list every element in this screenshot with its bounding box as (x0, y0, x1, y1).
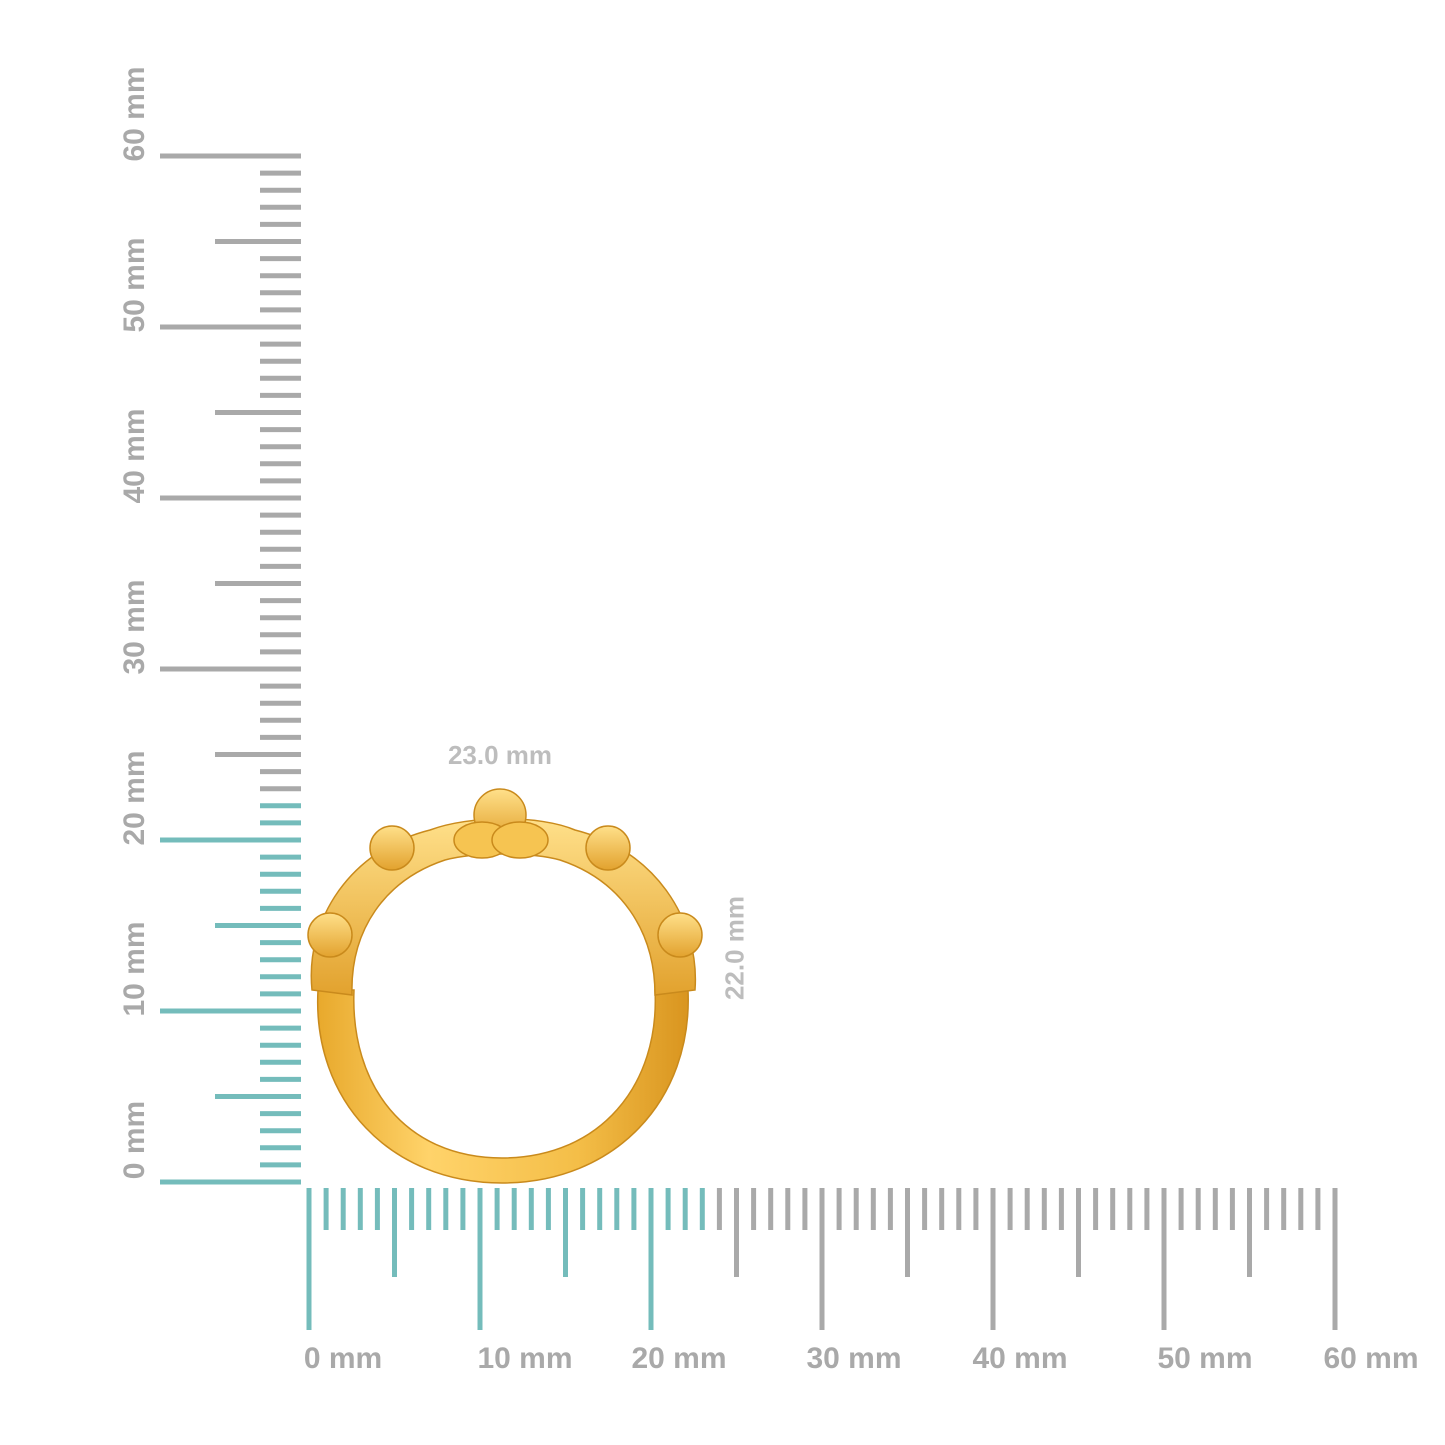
vertical-ruler-label: 30 mm (118, 579, 151, 675)
width-dimension-label: 23.0 mm (447, 740, 553, 770)
horizontal-ruler-label: 0 mm (303, 1342, 383, 1375)
vertical-ruler-label: 10 mm (118, 921, 151, 1017)
height-dimension-label: 22.0 mm (719, 895, 750, 1001)
horizontal-ruler-label: 60 mm (1323, 1342, 1419, 1375)
vertical-ruler-label: 0 mm (118, 1100, 151, 1180)
horizontal-ruler-label: 20 mm (631, 1342, 727, 1375)
vertical-ruler-label: 60 mm (118, 66, 151, 162)
vertical-ruler-label: 50 mm (118, 237, 151, 333)
vertical-ruler-label: 40 mm (118, 408, 151, 504)
ring-shank (316, 989, 689, 1184)
horizontal-ruler-label: 50 mm (1157, 1342, 1253, 1375)
horizontal-ruler-label: 10 mm (477, 1342, 573, 1375)
ring-crown (307, 788, 703, 996)
vertical-ruler-label: 20 mm (118, 750, 151, 846)
horizontal-ruler-label: 30 mm (806, 1342, 902, 1375)
horizontal-ruler-label: 40 mm (972, 1342, 1068, 1375)
